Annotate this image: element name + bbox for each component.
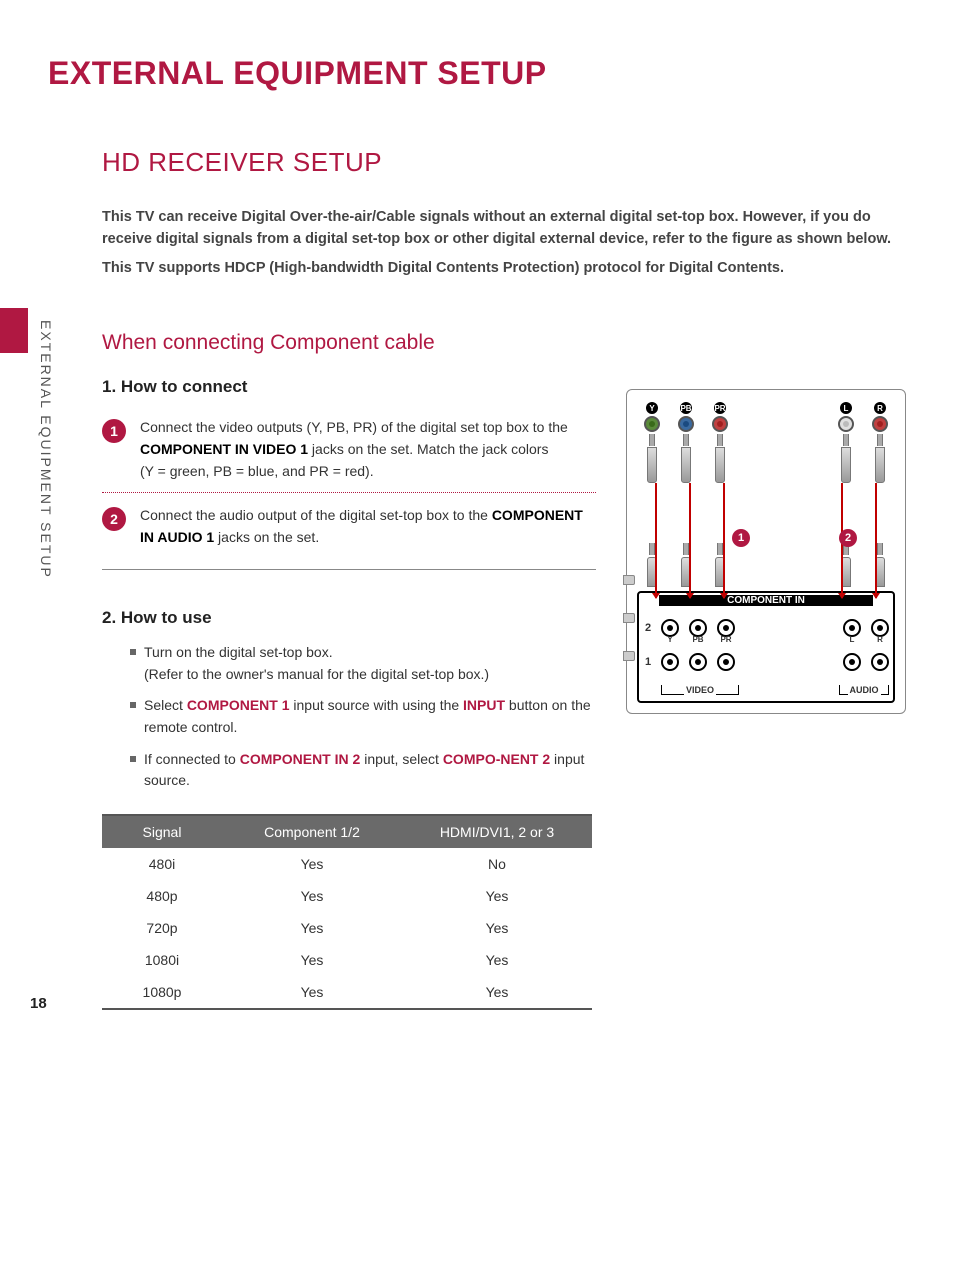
socket-icon xyxy=(689,653,707,671)
audio-bracket: AUDIO xyxy=(839,685,889,695)
side-section-label: EXTERNAL EQUIPMENT SETUP xyxy=(38,320,54,579)
page-title: EXTERNAL EQUIPMENT SETUP xyxy=(48,55,906,92)
use-bullet-3: If connected to COMPONENT IN 2 input, se… xyxy=(130,749,596,792)
step-2-text: Connect the audio output of the digital … xyxy=(140,505,596,548)
page-number: 18 xyxy=(30,995,47,1012)
socket-pr: PR xyxy=(717,619,735,637)
table-row: 1080iYesYes xyxy=(102,944,592,976)
intro-p1: This TV can receive Digital Over-the-air… xyxy=(102,206,906,251)
step-1-text: Connect the video outputs (Y, PB, PR) of… xyxy=(140,417,596,482)
plug-icon xyxy=(869,543,891,587)
step-1: 1 Connect the video outputs (Y, PB, PR) … xyxy=(102,411,596,492)
socket-icon xyxy=(871,653,889,671)
th-component: Component 1/2 xyxy=(222,816,402,848)
intro-text: This TV can receive Digital Over-the-air… xyxy=(102,206,906,279)
arrow-icon xyxy=(723,483,725,598)
use-bullet-1: Turn on the digital set-top box. (Refer … xyxy=(130,642,596,685)
socket-l: L xyxy=(843,619,861,637)
subtitle: HD RECEIVER SETUP xyxy=(102,147,906,178)
bullet-icon xyxy=(130,649,136,655)
table-header-row: Signal Component 1/2 HDMI/DVI1, 2 or 3 xyxy=(102,816,592,848)
plug-icon xyxy=(709,543,731,587)
th-signal: Signal xyxy=(102,816,222,848)
th-hdmi: HDMI/DVI1, 2 or 3 xyxy=(402,816,592,848)
how-to-connect-heading: 1. How to connect xyxy=(102,377,596,397)
connection-diagram: Y PB PR L R 1 2 xyxy=(626,389,906,714)
socket-y: Y xyxy=(661,619,679,637)
table-row: 480pYesYes xyxy=(102,880,592,912)
bullet-icon xyxy=(130,756,136,762)
table-row: 480iYesNo xyxy=(102,848,592,880)
how-to-use-heading: 2. How to use xyxy=(102,608,596,628)
socket-icon xyxy=(843,653,861,671)
plug-icon xyxy=(675,543,697,587)
source-audio-jacks: L R xyxy=(835,402,891,483)
section-heading: When connecting Component cable xyxy=(102,331,906,355)
socket-pb: PB xyxy=(689,619,707,637)
side-slot-icon xyxy=(623,575,635,585)
signal-table: Signal Component 1/2 HDMI/DVI1, 2 or 3 4… xyxy=(102,814,592,1010)
jack-y: Y xyxy=(641,402,663,483)
socket-icon xyxy=(661,653,679,671)
plug-icon xyxy=(835,543,857,587)
jack-l: L xyxy=(835,402,857,483)
arrow-icon xyxy=(875,483,877,598)
step-2: 2 Connect the audio output of the digita… xyxy=(102,492,596,569)
socket-icon xyxy=(717,653,735,671)
dest-plugs-row xyxy=(637,543,895,587)
source-jacks-row: Y PB PR L R xyxy=(637,402,895,483)
side-tab xyxy=(0,308,28,353)
table-row: 1080pYesYes xyxy=(102,976,592,1008)
arrow-icon xyxy=(689,483,691,598)
source-video-jacks: Y PB PR xyxy=(641,402,731,483)
step-2-badge: 2 xyxy=(102,507,126,531)
jack-pb: PB xyxy=(675,402,697,483)
bullet-icon xyxy=(130,702,136,708)
jack-r: R xyxy=(869,402,891,483)
side-slot-icon xyxy=(623,651,635,661)
panel-row-2: 2 Y PB PR L R xyxy=(643,619,889,637)
arrow-icon xyxy=(655,483,657,598)
video-bracket: VIDEO xyxy=(661,685,739,695)
panel-row-1: 1 xyxy=(643,653,889,671)
side-slot-icon xyxy=(623,613,635,623)
step-1-badge: 1 xyxy=(102,419,126,443)
cable-area: 1 2 xyxy=(637,483,895,543)
socket-r: R xyxy=(871,619,889,637)
plug-icon xyxy=(641,543,663,587)
component-in-panel: COMPONENT IN 2 Y PB PR L R xyxy=(637,591,895,703)
table-row: 720pYesYes xyxy=(102,912,592,944)
jack-pr: PR xyxy=(709,402,731,483)
intro-p2: This TV supports HDCP (High-bandwidth Di… xyxy=(102,257,906,279)
use-bullet-2: Select COMPONENT 1 input source with usi… xyxy=(130,695,596,738)
